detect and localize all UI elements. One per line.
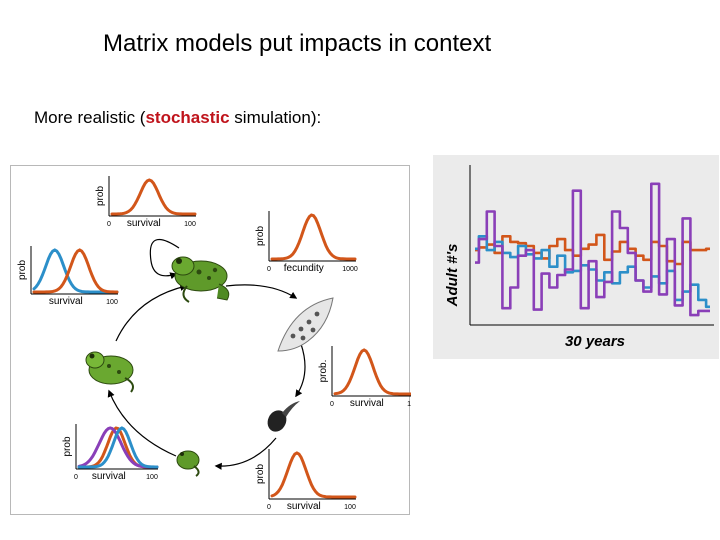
mini-xlabel: survival <box>92 471 126 482</box>
mini-ylabel: prob <box>255 226 266 246</box>
mini-plot-metamorph-survival: prob survival 0 100 <box>62 424 159 482</box>
density-curve-blue <box>77 426 159 469</box>
density-curve-orange <box>110 178 197 216</box>
frog-juvenile-icon <box>85 351 134 393</box>
mini-plot-tadpole-survival: prob survival 0 100 <box>255 449 357 512</box>
mini-plot-fecundity: prob fecundity 0 1000 <box>255 211 358 274</box>
arrow-juvenile-to-adult <box>115 283 188 342</box>
mini-ylabel: prob <box>255 464 266 484</box>
mini-plot-adult-survival: prob survival 0 100 <box>95 176 197 229</box>
density-curve-orange <box>333 348 411 396</box>
population-trajectory-panel: Adult #'s 30 years <box>433 155 719 359</box>
slide-title: Matrix models put impacts in context <box>103 30 492 57</box>
mini-ylabel: prob <box>62 436 73 456</box>
arrow-tadpole-to-metamorph <box>214 437 277 470</box>
arrow-metamorph-to-juvenile <box>107 389 177 457</box>
density-curve-orange <box>32 248 119 294</box>
lifecycle-diagram: prob survival 0 100 prob fecundity 0 1000 prob. s… <box>10 165 411 515</box>
mini-xmax: 100 <box>184 221 196 228</box>
mini-xlabel: survival <box>287 501 321 512</box>
mini-xmin: 0 <box>74 474 78 481</box>
mini-xmax: 1000 <box>342 266 358 273</box>
arrow-adult-self-loop <box>149 238 180 280</box>
mini-xmin: 0 <box>330 401 334 408</box>
density-curve-orange <box>270 451 357 499</box>
tadpole-icon <box>267 401 300 432</box>
small-frog-icon <box>176 450 200 477</box>
mini-xlabel: fecundity <box>284 263 324 274</box>
subtitle-highlight: stochastic <box>145 108 230 127</box>
frog-adult-icon <box>171 256 230 303</box>
series-line-blue <box>475 235 710 309</box>
x-axis-label: 30 years <box>565 333 625 350</box>
mini-xmax: 100 <box>407 401 411 408</box>
mini-plot-juvenile-survival: prob survival 100 <box>17 246 119 307</box>
mini-xmin: 0 <box>267 266 271 273</box>
series-line-purple <box>475 182 710 317</box>
slide-subtitle: More realistic (stochastic simulation): <box>34 108 321 128</box>
mini-xmin: 0 <box>267 504 271 511</box>
subtitle-suffix: simulation): <box>229 108 322 127</box>
arrow-adult-to-eggs <box>225 284 298 299</box>
mini-xlabel: survival <box>127 218 161 229</box>
mini-ylabel: prob. <box>318 360 329 383</box>
arrow-eggs-to-tadpole <box>295 343 306 398</box>
egg-mass-icon <box>277 297 334 352</box>
mini-ylabel: prob <box>17 260 28 280</box>
mini-xlabel: survival <box>350 398 384 409</box>
subtitle-prefix: More realistic ( <box>34 108 146 127</box>
cycle-arrows <box>107 238 306 470</box>
mini-xmax: 100 <box>106 299 118 306</box>
mini-xmax: 100 <box>344 504 356 511</box>
mini-xmin: 0 <box>107 221 111 228</box>
mini-xmax: 100 <box>146 474 158 481</box>
mini-xlabel: survival <box>49 296 83 307</box>
mini-ylabel: prob <box>95 186 106 206</box>
mini-plot-egg-survival: prob. survival 0 100 <box>318 346 411 409</box>
y-axis-label: Adult #'s <box>444 244 461 308</box>
trajectory-chart: Adult #'s 30 years <box>444 165 714 350</box>
density-curve-orange <box>270 213 357 261</box>
